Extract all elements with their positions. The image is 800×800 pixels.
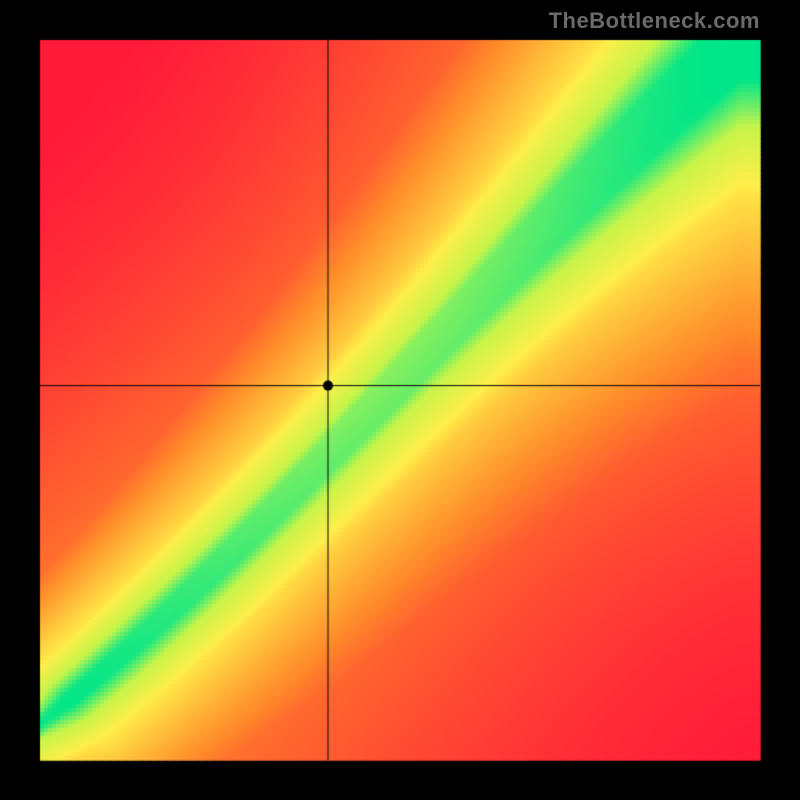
- watermark-text: TheBottleneck.com: [549, 8, 760, 34]
- bottleneck-heatmap: [0, 0, 800, 800]
